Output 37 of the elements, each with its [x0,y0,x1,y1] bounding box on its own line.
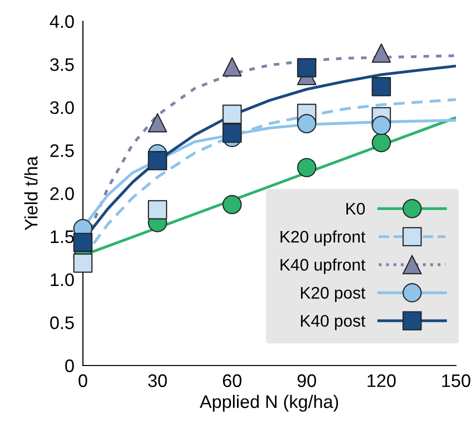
x-tick-label: 60 [222,374,242,388]
x-tick-label: 120 [368,374,396,388]
point [222,104,242,124]
y-tick-label: 3.5 [50,58,74,71]
point [222,194,242,214]
y-tick-label: 2.5 [50,144,74,158]
point [297,58,316,78]
legend-label: K0 [346,202,365,215]
legend-label: K20 post [301,286,366,302]
x-tick-label: 90 [298,374,316,388]
y-tick-label: 1.5 [50,230,74,244]
y-tick-label: 3.0 [50,101,74,114]
point [372,132,391,152]
y-tick-label: 0 [65,359,74,372]
y-tick-label: 2.0 [50,187,74,200]
x-tick-label: 30 [148,374,167,388]
legend-label: K40 upfront [280,258,366,274]
point [297,158,316,178]
y-axis-title: Yield t/ha [24,156,38,230]
legend-label: K40 post [301,314,366,330]
point [372,77,391,96]
x-axis-title: Applied N (kg/ha) [200,394,338,412]
y-tick-label: 0.5 [50,316,74,330]
point [148,200,168,220]
point [372,43,391,63]
legend-label: K20 upfront [280,230,366,246]
point [148,151,168,170]
point [73,232,93,252]
point [372,116,391,135]
y-tick-label: 1.0 [50,273,74,286]
point [222,124,242,143]
point [222,57,242,76]
point [297,114,316,134]
point [148,113,168,132]
x-tick-label: 0 [78,374,88,388]
y-tick-label: 4.0 [50,15,74,28]
x-tick-label: 150 [442,374,470,388]
